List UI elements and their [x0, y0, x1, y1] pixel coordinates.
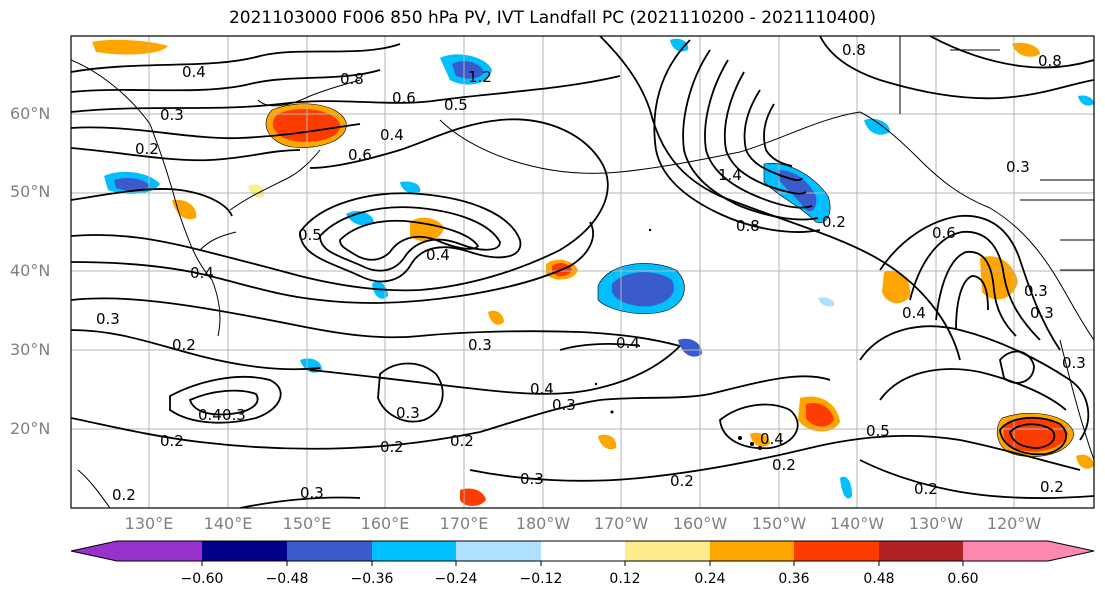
lon-label: 170°E	[439, 514, 489, 533]
contour-label: 0.3	[1062, 354, 1086, 372]
contour-label: 0.2	[772, 456, 796, 474]
negative-anomaly-shading	[104, 38, 1094, 499]
contour-label: 0.4	[530, 380, 554, 398]
contour-label: 0.5	[444, 96, 468, 114]
colorbar-segment	[625, 541, 710, 561]
contour-label: 0.2	[1040, 478, 1064, 496]
lat-label: 20°N	[10, 419, 51, 438]
lon-label: 130°W	[908, 514, 964, 533]
lon-label: 150°E	[282, 514, 332, 533]
contour-label: 0.4	[426, 246, 450, 264]
contour-label: 1.2	[468, 68, 492, 86]
contour-label: 0.4	[760, 430, 784, 448]
contour-label: 0.2	[172, 336, 196, 354]
graticule	[71, 36, 1094, 508]
colorbar-segment	[794, 541, 879, 561]
lat-label: 60°N	[10, 104, 51, 123]
colorbar-segment	[710, 541, 794, 561]
colorbar-tick-label: 0.24	[694, 571, 726, 587]
colorbar-tick-label: −0.48	[265, 571, 309, 587]
map-title: 2021103000 F006 850 hPa PV, IVT Landfall…	[228, 8, 876, 28]
contour-label: 0.2	[112, 486, 136, 504]
contour-label: 0.4	[198, 406, 222, 424]
contour-label: 0.2	[914, 480, 938, 498]
colorbar-tick-label: 0.12	[609, 571, 641, 587]
colorbar-segment	[963, 541, 1094, 561]
contour-label: 0.5	[298, 226, 322, 244]
lon-label: 180°W	[515, 514, 571, 533]
contour-label: 0.8	[736, 217, 760, 235]
contour-labels: 0.4 0.8 1.2 0.5 0.6 0.4 0.3 0.2 0.6 0.4 …	[96, 41, 1086, 504]
lon-label: 130°E	[124, 514, 174, 533]
lon-label: 160°W	[672, 514, 728, 533]
anomaly-outlines	[265, 103, 1075, 457]
contour-label: 0.2	[135, 140, 159, 158]
contour-label: 0.4	[616, 334, 640, 352]
map-frame	[70, 35, 1095, 509]
contour-label: 0.4	[182, 63, 206, 81]
contour-label: 0.3	[552, 396, 576, 414]
colorbar-segment	[879, 541, 963, 561]
colorbar-tick-label: 0.36	[778, 571, 810, 587]
colorbar-segment	[372, 541, 456, 561]
contour-label: 0.3	[468, 336, 492, 354]
contour-label: 0.8	[842, 41, 866, 59]
colorbar-segment	[287, 541, 372, 561]
contour-label: 0.6	[348, 146, 372, 164]
contour-label: 0.3	[1006, 158, 1030, 176]
contour-label: 0.6	[932, 224, 956, 242]
lon-label: 150°W	[751, 514, 807, 533]
colorbar-segment	[541, 541, 625, 561]
colorbar-tick-label: 0.48	[863, 571, 895, 587]
contour-label: 0.2	[670, 472, 694, 490]
lon-label: 120°W	[986, 514, 1042, 533]
pv-contours	[71, 36, 1094, 508]
lon-label: 140°W	[829, 514, 885, 533]
contour-label: 0.2	[450, 432, 474, 450]
lat-label: 30°N	[10, 340, 51, 359]
contour-label: 0.3	[520, 470, 544, 488]
contour-label: 0.5	[866, 422, 890, 440]
colorbar-outline	[70, 540, 1095, 562]
contour-label: 0.2	[160, 432, 184, 450]
contour-label: 0.3	[222, 406, 246, 424]
colorbar-tick-label: −0.12	[519, 571, 563, 587]
contour-label: 0.4	[902, 304, 926, 322]
lat-label: 50°N	[10, 182, 51, 201]
contour-label: 0.4	[190, 264, 214, 282]
colorbar-segment	[202, 541, 287, 561]
colorbar-segment	[71, 541, 202, 561]
lon-label: 140°E	[203, 514, 253, 533]
contour-label: 0.6	[392, 89, 416, 107]
contour-label: 0.3	[96, 310, 120, 328]
contour-label: 0.4	[380, 126, 404, 144]
contour-label: 0.3	[1030, 304, 1054, 322]
colorbar-segment	[456, 541, 541, 561]
lon-label: 160°E	[360, 514, 410, 533]
contour-label: 0.3	[160, 106, 184, 124]
contour-label: 0.8	[1038, 52, 1062, 70]
colorbar-tick-label: −0.60	[180, 571, 224, 587]
contour-label: 0.3	[300, 484, 324, 502]
lat-label: 40°N	[10, 261, 51, 280]
colorbar-tick-label: −0.36	[350, 571, 394, 587]
contour-label: 0.8	[340, 70, 364, 88]
contour-label: 0.2	[380, 438, 404, 456]
contour-label: 0.3	[396, 404, 420, 422]
contour-label: 0.3	[1024, 282, 1048, 300]
colorbar-tick-label: −0.24	[434, 571, 478, 587]
lon-label: 170°W	[593, 514, 649, 533]
contour-label: 0.2	[822, 213, 846, 231]
contour-label: 1.4	[718, 166, 742, 184]
colorbar-tick-label: 0.60	[947, 571, 979, 587]
positive-anomaly-shading	[92, 39, 1094, 506]
colorbar	[70, 540, 1095, 566]
